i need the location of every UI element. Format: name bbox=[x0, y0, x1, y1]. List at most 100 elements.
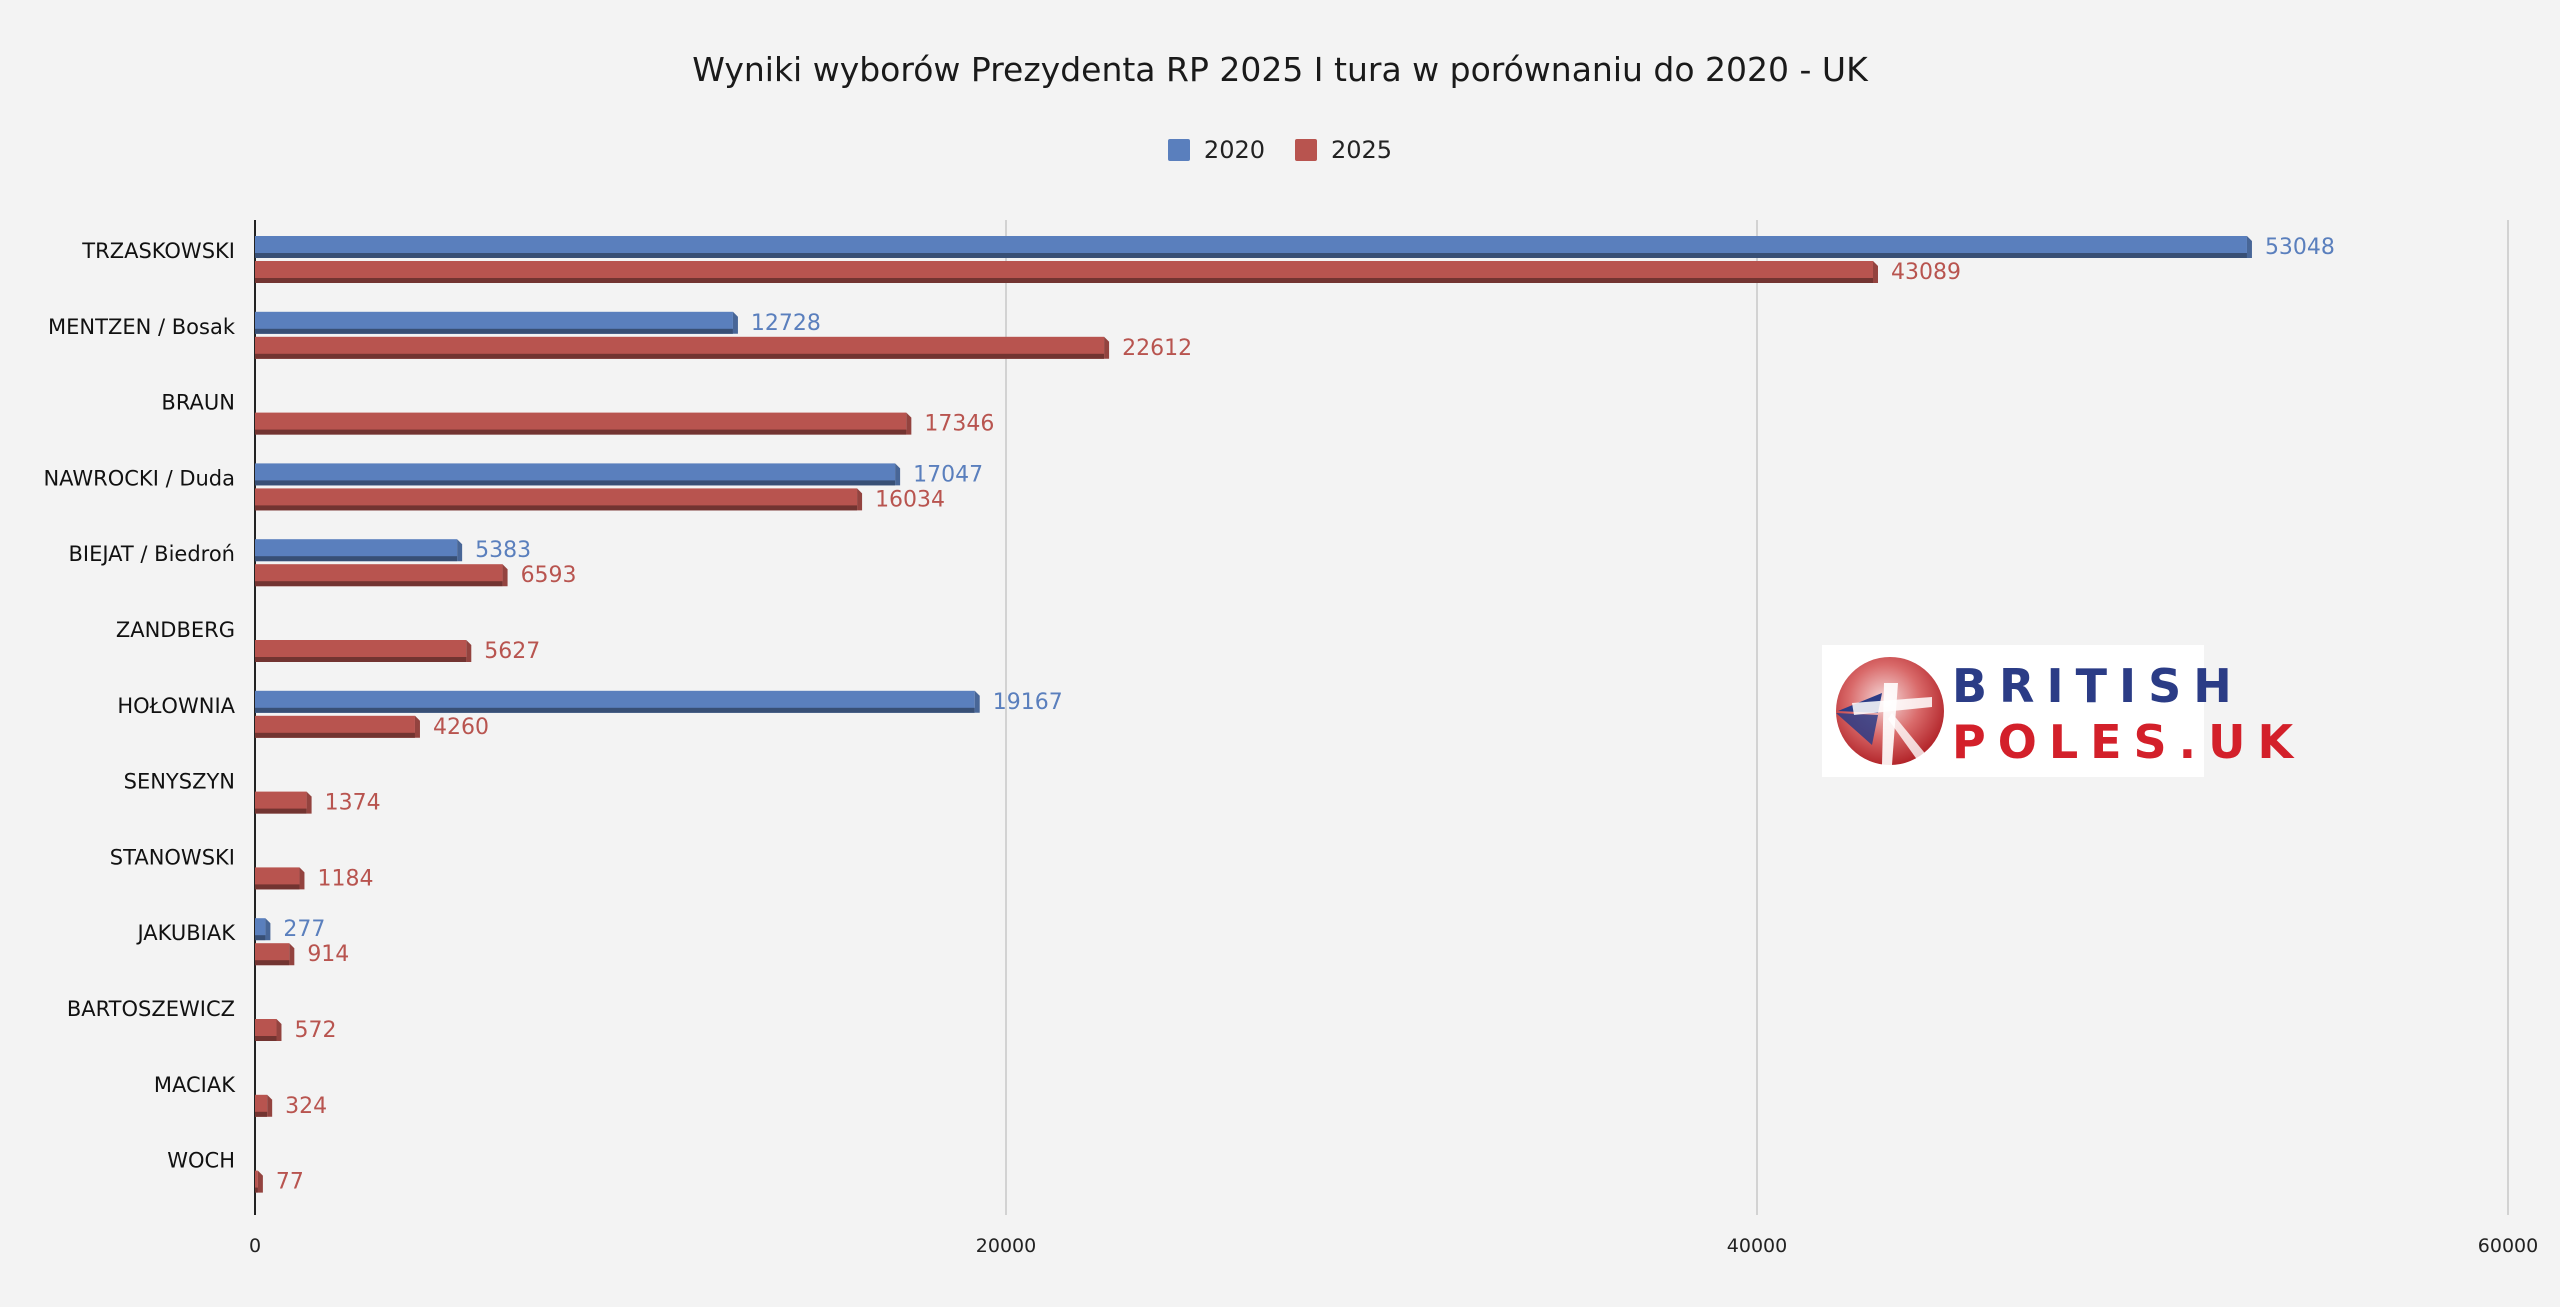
data-label-2025: 22612 bbox=[1122, 336, 1192, 361]
bar-2025-6[interactable] bbox=[255, 715, 420, 738]
category-label: STANOWSKI bbox=[110, 845, 235, 869]
bar-face bbox=[255, 943, 290, 966]
data-label-2025: 17346 bbox=[924, 412, 994, 437]
bar-shadow bbox=[255, 1036, 277, 1041]
data-label-2025: 1374 bbox=[325, 791, 381, 816]
bar-end-cap bbox=[306, 791, 312, 814]
x-tick-label: 20000 bbox=[976, 1235, 1036, 1257]
legend-label-2020: 2020 bbox=[1203, 136, 1265, 164]
bar-shadow bbox=[255, 657, 467, 662]
legend-item-2025[interactable]: 2025 bbox=[1295, 136, 1392, 164]
data-label-2025: 6593 bbox=[521, 563, 577, 588]
category-label: NAWROCKI / Duda bbox=[43, 466, 235, 490]
x-tick-label: 40000 bbox=[1727, 1235, 1787, 1257]
bar-shadow bbox=[255, 808, 307, 814]
x-tick-label: 0 bbox=[249, 1235, 261, 1257]
data-label-2020: 5383 bbox=[475, 538, 531, 563]
bar-2025-2[interactable] bbox=[255, 412, 912, 435]
bar-face bbox=[255, 715, 415, 738]
data-label-2020: 12728 bbox=[751, 311, 821, 336]
bar-end-cap bbox=[502, 564, 508, 587]
x-tick-label: 60000 bbox=[2478, 1235, 2538, 1257]
data-label-2020: 19167 bbox=[993, 690, 1063, 715]
bar-end-cap bbox=[267, 1094, 273, 1117]
bar-2020-3[interactable] bbox=[255, 463, 901, 486]
bar-shadow bbox=[255, 581, 503, 587]
bar-2025-7[interactable] bbox=[255, 791, 312, 814]
data-label-2020: 277 bbox=[283, 917, 325, 942]
bar-2025-10[interactable] bbox=[255, 1019, 282, 1041]
bar-end-cap bbox=[2246, 236, 2252, 258]
legend: 2020 2025 bbox=[0, 136, 2560, 164]
chart-title: Wyniki wyborów Prezydenta RP 2025 I tura… bbox=[692, 50, 1868, 89]
legend-swatch-2020 bbox=[1167, 139, 1190, 161]
bar-end-cap bbox=[299, 867, 305, 890]
bar-2025-1[interactable] bbox=[255, 336, 1110, 359]
bar-shadow bbox=[255, 707, 975, 713]
bar-2025-8[interactable] bbox=[255, 867, 305, 890]
bar-shadow bbox=[255, 1187, 258, 1193]
legend-item-2020[interactable]: 2020 bbox=[1167, 136, 1265, 164]
bar-shadow bbox=[255, 935, 266, 941]
british-poles-logo: BRITISH POLES.UK bbox=[1822, 645, 2293, 777]
data-label-2025: 5627 bbox=[484, 639, 540, 664]
bar-face bbox=[255, 918, 266, 941]
bar-2020-0[interactable] bbox=[255, 236, 2252, 258]
bar-end-cap bbox=[1104, 336, 1110, 359]
bar-2020-1[interactable] bbox=[255, 311, 738, 334]
bar-end-cap bbox=[466, 640, 472, 662]
bar-2025-11[interactable] bbox=[255, 1094, 273, 1117]
bar-shadow bbox=[255, 505, 858, 511]
data-label-2025: 914 bbox=[307, 942, 349, 967]
bar-face bbox=[255, 690, 975, 713]
bar-end-cap bbox=[732, 311, 738, 334]
bar-face bbox=[255, 311, 733, 334]
data-label-2025: 4260 bbox=[433, 715, 489, 740]
data-label-2020: 53048 bbox=[2265, 235, 2335, 260]
bar-2025-4[interactable] bbox=[255, 564, 508, 587]
bar-end-cap bbox=[289, 943, 295, 966]
bar-end-cap bbox=[457, 539, 463, 562]
bar-face bbox=[255, 463, 896, 486]
category-label: MENTZEN / Bosak bbox=[48, 315, 236, 339]
category-label: BIEJAT / Biedroń bbox=[68, 542, 235, 566]
bar-end-cap bbox=[276, 1019, 282, 1041]
logo-text-line2: POLES.UK bbox=[1952, 715, 2306, 769]
bar-face bbox=[255, 564, 503, 587]
legend-swatch-2025 bbox=[1295, 139, 1317, 161]
bar-2025-0[interactable] bbox=[255, 261, 1878, 283]
category-label: TRZASKOWSKI bbox=[81, 239, 235, 263]
bar-2025-3[interactable] bbox=[255, 488, 863, 511]
bar-face bbox=[255, 1170, 258, 1193]
bar-end-cap bbox=[414, 715, 420, 738]
data-label-2020: 17047 bbox=[913, 462, 983, 487]
bar-2025-5[interactable] bbox=[255, 640, 472, 662]
bar-2020-9[interactable] bbox=[255, 918, 271, 941]
data-label-2025: 1184 bbox=[317, 866, 373, 891]
bar-face bbox=[255, 336, 1105, 359]
bar-2025-12[interactable] bbox=[255, 1170, 263, 1193]
bar-2020-4[interactable] bbox=[255, 539, 463, 562]
bar-end-cap bbox=[895, 463, 901, 486]
category-label: MACIAK bbox=[154, 1073, 236, 1097]
bar-face bbox=[255, 1019, 277, 1041]
bar-face bbox=[255, 261, 1873, 283]
bar-2020-6[interactable] bbox=[255, 690, 980, 713]
bar-face bbox=[255, 236, 2247, 258]
data-label-2025: 572 bbox=[294, 1018, 336, 1043]
bar-face bbox=[255, 791, 307, 814]
bar-shadow bbox=[255, 353, 1105, 359]
bar-shadow bbox=[255, 556, 458, 562]
bar-end-cap bbox=[265, 918, 271, 941]
bar-shadow bbox=[255, 732, 415, 738]
bar-shadow bbox=[255, 1111, 268, 1117]
category-label: HOŁOWNIA bbox=[117, 694, 235, 718]
category-label: BARTOSZEWICZ bbox=[67, 997, 235, 1021]
bar-2025-9[interactable] bbox=[255, 943, 295, 966]
bar-end-cap bbox=[1872, 261, 1878, 283]
bar-end-cap bbox=[857, 488, 863, 511]
bar-shadow bbox=[255, 328, 733, 334]
bar-face bbox=[255, 867, 300, 890]
